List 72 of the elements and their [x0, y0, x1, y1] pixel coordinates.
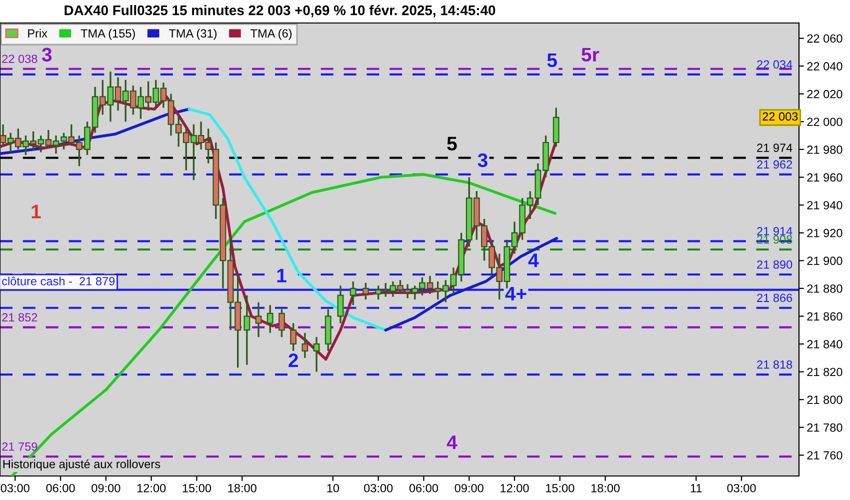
- y-tick-label: 21 820: [807, 368, 842, 376]
- candlestick: [278, 308, 285, 338]
- x-tick-label: 10: [327, 484, 340, 492]
- y-tick-label: 21 800: [807, 396, 842, 404]
- ref-line-label: 21 974: [757, 144, 792, 152]
- ref-line-label: 21 759: [2, 442, 38, 451]
- legend-label: TMA (31): [168, 28, 217, 40]
- ref-line-label: 21 914: [757, 226, 792, 236]
- legend-label: TMA (6): [250, 28, 292, 40]
- x-tick-label: 15:00: [182, 484, 212, 492]
- candlestick: [350, 280, 356, 306]
- y-tick-label: 22 060: [807, 34, 842, 43]
- annotation: Historique ajusté aux rollovers: [3, 459, 160, 471]
- annotation: 3: [42, 48, 52, 62]
- candlestick: [313, 336, 320, 373]
- annotation: 1: [32, 204, 41, 218]
- candlestick: [302, 332, 308, 359]
- chart-title: DAX40 Full0325 15 minutes 22 003 +0,69 % 10 févr. 2025, 14:45:40: [64, 4, 496, 18]
- y-tick-label: 21 980: [807, 145, 842, 154]
- x-tick-label: 03:00: [0, 484, 30, 492]
- x-tick-label: 09:00: [92, 484, 120, 492]
- y-tick-label: 22 040: [807, 62, 842, 70]
- annotation: 4+: [505, 286, 526, 300]
- candlestick: [255, 301, 262, 338]
- x-tick-label: 15:00: [546, 484, 574, 492]
- candlestick: [244, 294, 250, 366]
- annotation: 4: [528, 254, 539, 268]
- line-series: [188, 108, 388, 332]
- ref-line-label: 21 818: [757, 360, 792, 369]
- x-tick-label: 12:00: [137, 484, 166, 492]
- ref-line-label: 21 962: [757, 160, 792, 169]
- x-tick-label: 03:00: [364, 484, 393, 492]
- candlestick: [362, 282, 369, 300]
- annotation: 2: [288, 353, 298, 368]
- y-tick-label: 21 900: [807, 256, 842, 266]
- x-tick-label: 09:00: [454, 484, 484, 492]
- ref-line-label: 22 034: [757, 60, 792, 69]
- annotation: 5: [447, 136, 457, 150]
- ref-line-label: 21 890: [757, 260, 792, 269]
- y-tick-label: 21 920: [807, 228, 842, 238]
- ref-line-label: clôture cash - 21 879: [2, 276, 115, 286]
- x-tick-label: 03:00: [727, 484, 756, 492]
- y-tick-label: 21 880: [807, 284, 842, 293]
- annotation: 5r: [582, 48, 600, 62]
- x-tick-label: 06:00: [409, 484, 438, 492]
- x-tick-label: 11: [690, 484, 702, 492]
- candlestick: [266, 304, 274, 334]
- y-tick-label: 21 960: [807, 173, 842, 182]
- x-tick-label: 12:00: [500, 484, 529, 492]
- legend-label: Prix: [28, 28, 48, 38]
- y-tick-label: 22 020: [807, 90, 842, 98]
- ref-line-label: 21 852: [2, 313, 38, 322]
- annotation: 22 003: [762, 112, 798, 121]
- legend-label: TMA (155): [80, 28, 135, 40]
- annotation: 4: [446, 436, 458, 450]
- x-tick-label: 18:00: [228, 484, 256, 492]
- ref-line-label: 21 866: [757, 294, 792, 302]
- x-tick-label: 06:00: [46, 484, 75, 492]
- x-tick-label: 18:00: [591, 484, 620, 492]
- y-tick-label: 21 940: [807, 201, 842, 210]
- annotation: 3: [478, 153, 488, 168]
- candlestick: [337, 284, 344, 324]
- annotation: 1: [277, 268, 286, 282]
- annotation: 5: [547, 54, 557, 68]
- y-tick-label: 22 000: [807, 118, 842, 126]
- y-tick-label: 21 780: [807, 423, 842, 432]
- ref-line-label: 22 038: [2, 54, 38, 64]
- y-tick-label: 21 760: [807, 451, 842, 460]
- line-series: [384, 236, 558, 332]
- y-tick-label: 21 860: [807, 312, 842, 321]
- candlestick: [290, 322, 297, 352]
- y-tick-label: 21 840: [807, 340, 842, 348]
